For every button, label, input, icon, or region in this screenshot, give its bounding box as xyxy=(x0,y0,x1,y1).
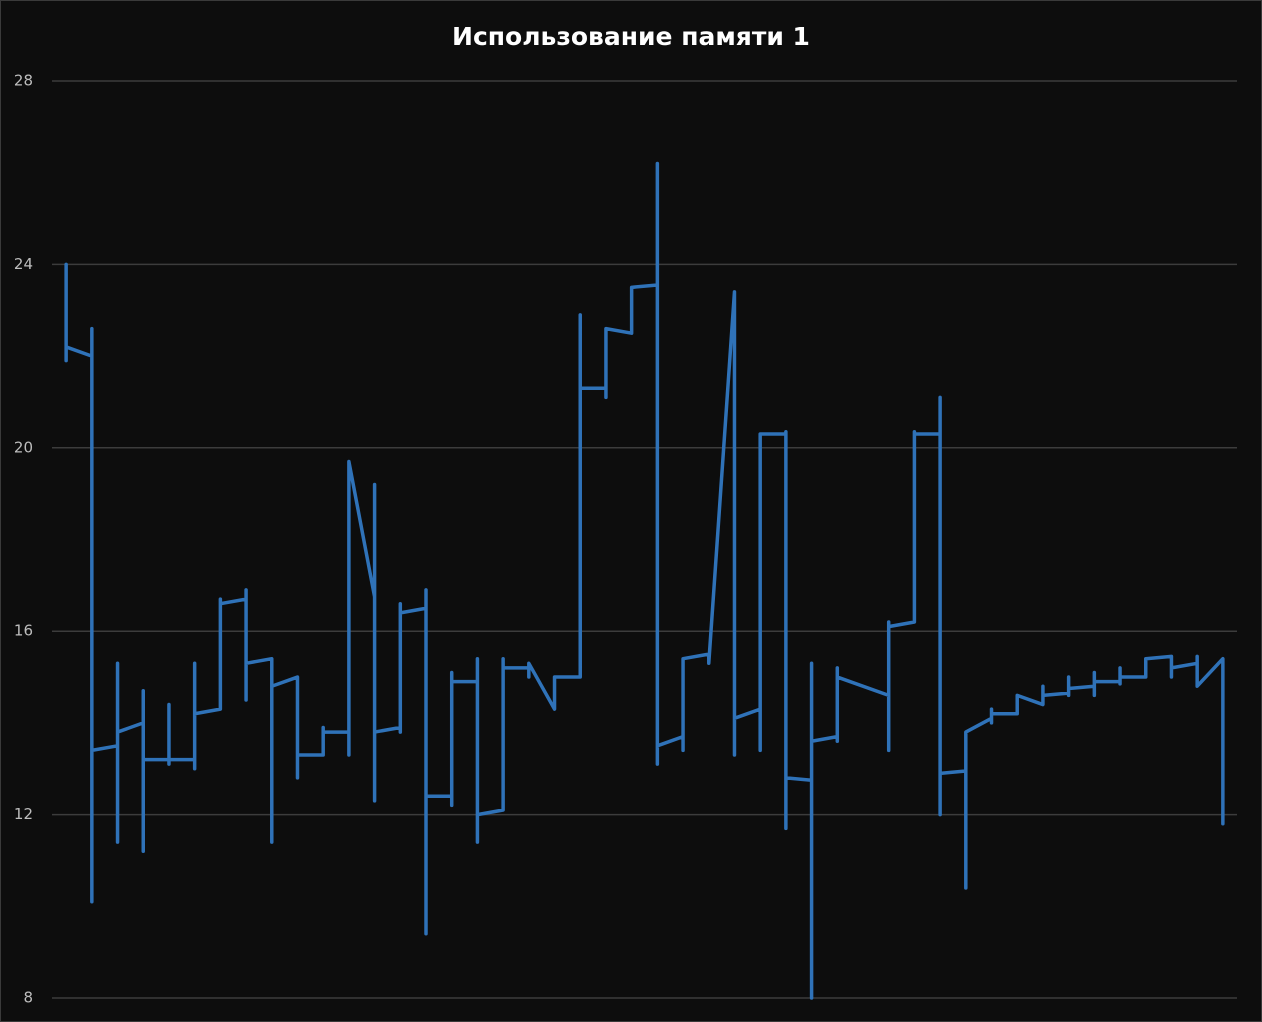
chart-title: Использование памяти 1 xyxy=(452,22,810,51)
data-line xyxy=(64,161,1225,1000)
y-tick-label: 20 xyxy=(14,438,33,456)
y-tick-label: 28 xyxy=(14,72,33,90)
y-tick-label: 24 xyxy=(14,255,33,273)
y-tick-label: 12 xyxy=(14,805,33,823)
y-tick-label: 16 xyxy=(14,622,33,640)
y-tick-label: 8 xyxy=(23,989,33,1007)
